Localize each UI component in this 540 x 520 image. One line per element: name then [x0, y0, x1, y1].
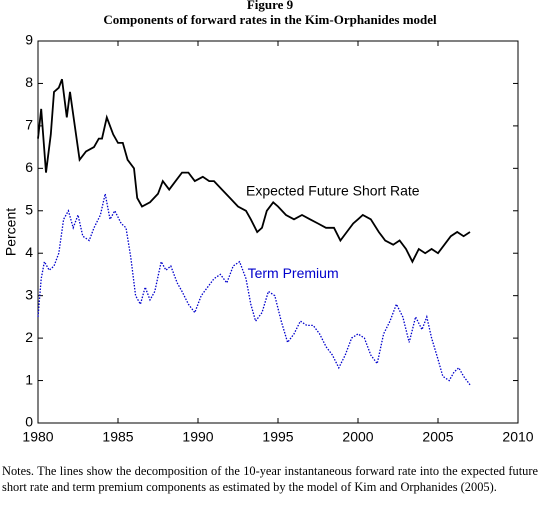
y-tick-label: 9	[25, 32, 33, 48]
y-tick-label: 6	[25, 159, 33, 175]
y-tick-label: 5	[25, 201, 33, 217]
x-tick-label: 1990	[182, 429, 213, 445]
y-tick-label: 7	[25, 117, 33, 133]
series-line	[37, 193, 471, 386]
chart: Figure 9 Components of forward rates in …	[3, 0, 534, 445]
plot-frame	[37, 40, 519, 424]
y-tick-label: 8	[25, 74, 33, 90]
chart-subtitle: Components of forward rates in the Kim-O…	[103, 12, 437, 27]
y-tick-label: 2	[25, 329, 33, 345]
series-label: Term Premium	[248, 265, 339, 281]
chart-title: Figure 9	[247, 0, 294, 12]
y-axis-label: Percent	[3, 208, 19, 256]
x-tick-label: 1985	[102, 429, 133, 445]
series-label: Expected Future Short Rate	[246, 182, 420, 198]
notes: Notes. The lines show the decomposition …	[2, 464, 538, 494]
y-tick-label: 3	[25, 286, 33, 302]
x-tick-label: 2010	[502, 429, 533, 445]
series-line	[37, 78, 471, 264]
x-tick-label: 1995	[262, 429, 293, 445]
x-tick-label: 2005	[422, 429, 453, 445]
y-tick-label: 0	[25, 414, 33, 430]
y-tick-label: 4	[25, 244, 33, 260]
x-tick-label: 1980	[22, 429, 53, 445]
y-tick-label: 1	[25, 371, 33, 387]
x-tick-label: 2000	[342, 429, 373, 445]
